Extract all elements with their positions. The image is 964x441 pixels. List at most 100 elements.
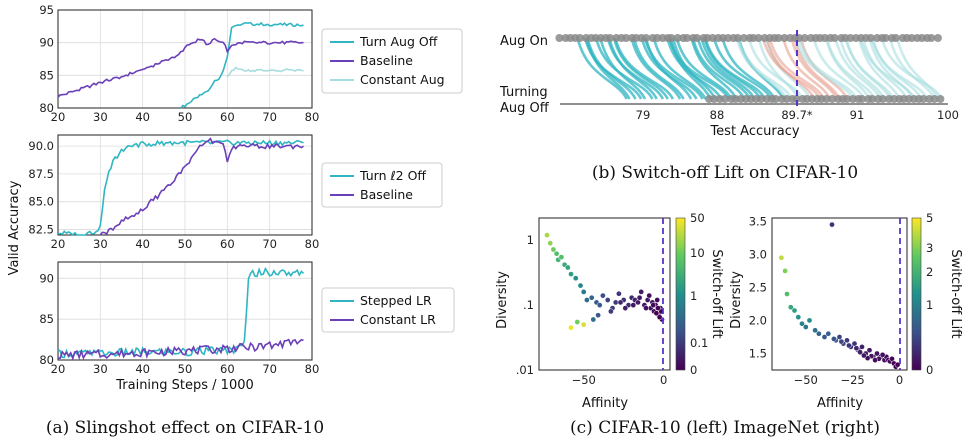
data-point (595, 312, 601, 319)
aug-off-point (828, 95, 837, 103)
series-line-constant-aug (226, 66, 304, 78)
switch-off-curve (712, 37, 773, 100)
y-tick-label: 90 (39, 36, 54, 50)
axes-frame-c-left (538, 217, 671, 371)
switch-off-curve (700, 37, 756, 100)
data-point (838, 338, 845, 345)
legend-a-bot: Stepped LR Constant LR (321, 287, 455, 333)
x-tick-label: −50 (572, 373, 596, 387)
data-point (558, 254, 565, 260)
data-point (782, 268, 788, 274)
series-a-top (57, 21, 304, 109)
points-c-left (544, 232, 665, 331)
aug-on-point (642, 34, 651, 42)
aug-on-point (891, 34, 900, 42)
tick-b-91: 91 (850, 108, 865, 122)
data-point (574, 319, 581, 325)
legend-a-mid: Turn ℓ2 Off Baseline (321, 162, 443, 208)
aug-off-point (868, 95, 877, 103)
colorbar-tick-label: 0 (690, 363, 697, 377)
colorbar-tick-label: 2 (926, 265, 933, 279)
data-point (590, 316, 597, 323)
aug-on-point (708, 34, 717, 42)
x-tick-label: 30 (93, 362, 108, 376)
switch-off-curve (594, 37, 654, 100)
y-tick-label: 2.0 (749, 313, 767, 327)
data-point (825, 330, 832, 337)
aug-off-point (756, 95, 765, 103)
x-tick-label: 50 (178, 110, 193, 124)
aug-on-point (800, 34, 809, 42)
aug-off-point (782, 95, 791, 103)
switch-off-curve (630, 37, 682, 100)
switch-off-curve (838, 37, 886, 100)
switch-off-curve (576, 37, 628, 100)
switch-off-curve (797, 37, 859, 100)
aug-on-point (780, 34, 789, 42)
aug-on-point (866, 34, 875, 42)
colorbar-ticks-c-right: 5 3 2 1 0 (926, 211, 933, 377)
y-tick-label: 1 (527, 233, 534, 247)
data-point (655, 305, 661, 311)
legend-label-constant-aug: Constant Aug (360, 72, 445, 87)
switch-off-curve (640, 37, 698, 100)
data-point (806, 317, 813, 324)
y-tick-label: .01 (516, 363, 534, 377)
series-line-turn-aug-off (180, 21, 304, 109)
aug-on-point (907, 34, 916, 42)
x-tick-label: 30 (93, 110, 108, 124)
tick-b-100: 100 (937, 108, 959, 122)
y-tick-label: 3.5 (749, 214, 767, 228)
switch-off-curve (737, 37, 794, 100)
colorbar-tick-label: 1 (690, 289, 697, 303)
switch-off-curve (614, 37, 675, 100)
row-label-aug-on: Aug On (500, 34, 548, 49)
aug-on-point (881, 34, 890, 42)
data-point (550, 246, 557, 253)
data-point (829, 221, 835, 228)
panel-c-left: Diversity 1.1.01−50 0 Affinity 501010.10 … (495, 211, 724, 411)
data-point (572, 275, 579, 282)
data-point (600, 292, 606, 299)
aug-off-point (930, 95, 939, 103)
colorbar-tick-label: 10 (690, 246, 705, 260)
x-tick-label: 30 (93, 237, 108, 251)
data-point (588, 294, 595, 301)
data-point (616, 290, 622, 297)
data-point (547, 240, 554, 247)
colorbar-tick-label: 0.1 (690, 336, 708, 350)
panel-b: Aug On Turning Aug Off 79 88 89.7* 91 10… (499, 30, 959, 183)
legend-label-baseline: Baseline (360, 53, 413, 68)
data-point (879, 351, 886, 358)
switch-off-curve (844, 37, 895, 100)
y-tick-label: 2.5 (749, 280, 767, 294)
data-point (580, 321, 587, 328)
y-tick-label: 82.5 (28, 222, 54, 236)
x-tick-label: 60 (220, 362, 235, 376)
legend-box (321, 287, 455, 333)
switch-off-curve (825, 37, 876, 100)
switch-off-curve (632, 37, 685, 100)
switch-off-curve (790, 37, 839, 100)
data-point (643, 305, 649, 311)
aug-off-point (919, 95, 928, 103)
data-point (622, 305, 629, 311)
data-point (787, 304, 794, 311)
aug-off-point (936, 95, 945, 103)
c-right-cblabel: Switch-off Lift (948, 249, 963, 338)
switch-off-curve (857, 37, 901, 100)
y-tick-label: 80 (39, 353, 54, 367)
subplot-a-top: 20 30 40 50 60 70 80 80 85 90 95 Turn Aug Off Base… (39, 3, 463, 124)
colorbar-tick-label: 50 (690, 211, 705, 225)
aug-on-point (733, 34, 742, 42)
data-point (596, 302, 603, 308)
subplot-a-mid: 20 30 40 50 60 70 80 82.5 85.0 87.5 90.0 Turn ℓ2 O… (28, 134, 443, 251)
panel-a-ylabel: Valid Accuracy (7, 180, 22, 275)
data-point (553, 250, 560, 257)
x-tick-label: 80 (305, 110, 320, 124)
switch-off-curve (643, 37, 704, 100)
tick-b-88: 88 (710, 108, 725, 122)
legend-label-baseline: Baseline (360, 187, 413, 202)
switch-off-curve (793, 37, 841, 100)
y-tick-label: 85.0 (28, 195, 54, 209)
